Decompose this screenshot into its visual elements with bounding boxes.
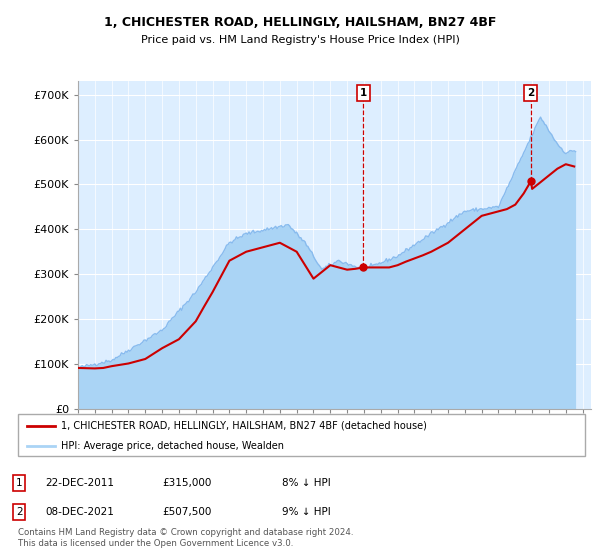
Text: HPI: Average price, detached house, Wealden: HPI: Average price, detached house, Weal… <box>61 441 284 451</box>
Text: 1: 1 <box>16 478 23 488</box>
Text: 1, CHICHESTER ROAD, HELLINGLY, HAILSHAM, BN27 4BF (detached house): 1, CHICHESTER ROAD, HELLINGLY, HAILSHAM,… <box>61 421 427 431</box>
Text: 9% ↓ HPI: 9% ↓ HPI <box>282 507 331 517</box>
Text: 22-DEC-2011: 22-DEC-2011 <box>45 478 114 488</box>
Text: £315,000: £315,000 <box>162 478 211 488</box>
Text: Price paid vs. HM Land Registry's House Price Index (HPI): Price paid vs. HM Land Registry's House … <box>140 35 460 45</box>
Text: 1, CHICHESTER ROAD, HELLINGLY, HAILSHAM, BN27 4BF: 1, CHICHESTER ROAD, HELLINGLY, HAILSHAM,… <box>104 16 496 29</box>
Text: 1: 1 <box>360 88 367 98</box>
Text: 2: 2 <box>527 88 535 98</box>
Text: 08-DEC-2021: 08-DEC-2021 <box>45 507 114 517</box>
Text: Contains HM Land Registry data © Crown copyright and database right 2024.
This d: Contains HM Land Registry data © Crown c… <box>18 528 353 548</box>
Text: 8% ↓ HPI: 8% ↓ HPI <box>282 478 331 488</box>
Text: 2: 2 <box>16 507 23 517</box>
Text: £507,500: £507,500 <box>162 507 211 517</box>
